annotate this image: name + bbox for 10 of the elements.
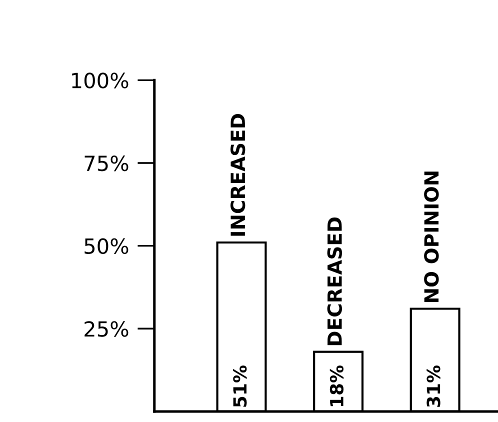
data-label: 31% <box>426 365 440 407</box>
y-tick-label: 75% <box>84 155 128 172</box>
x-tick-label: DECREASED <box>327 217 342 346</box>
y-tick-label: 25% <box>84 321 128 337</box>
x-tick-label: INCREASED <box>230 114 246 236</box>
y-tick-label: 50% <box>84 238 128 254</box>
data-label: 51% <box>233 365 247 407</box>
data-label: 18% <box>330 365 344 406</box>
x-tick-label: NO OPINION <box>424 172 439 302</box>
y-tick-label: 100% <box>72 72 128 88</box>
